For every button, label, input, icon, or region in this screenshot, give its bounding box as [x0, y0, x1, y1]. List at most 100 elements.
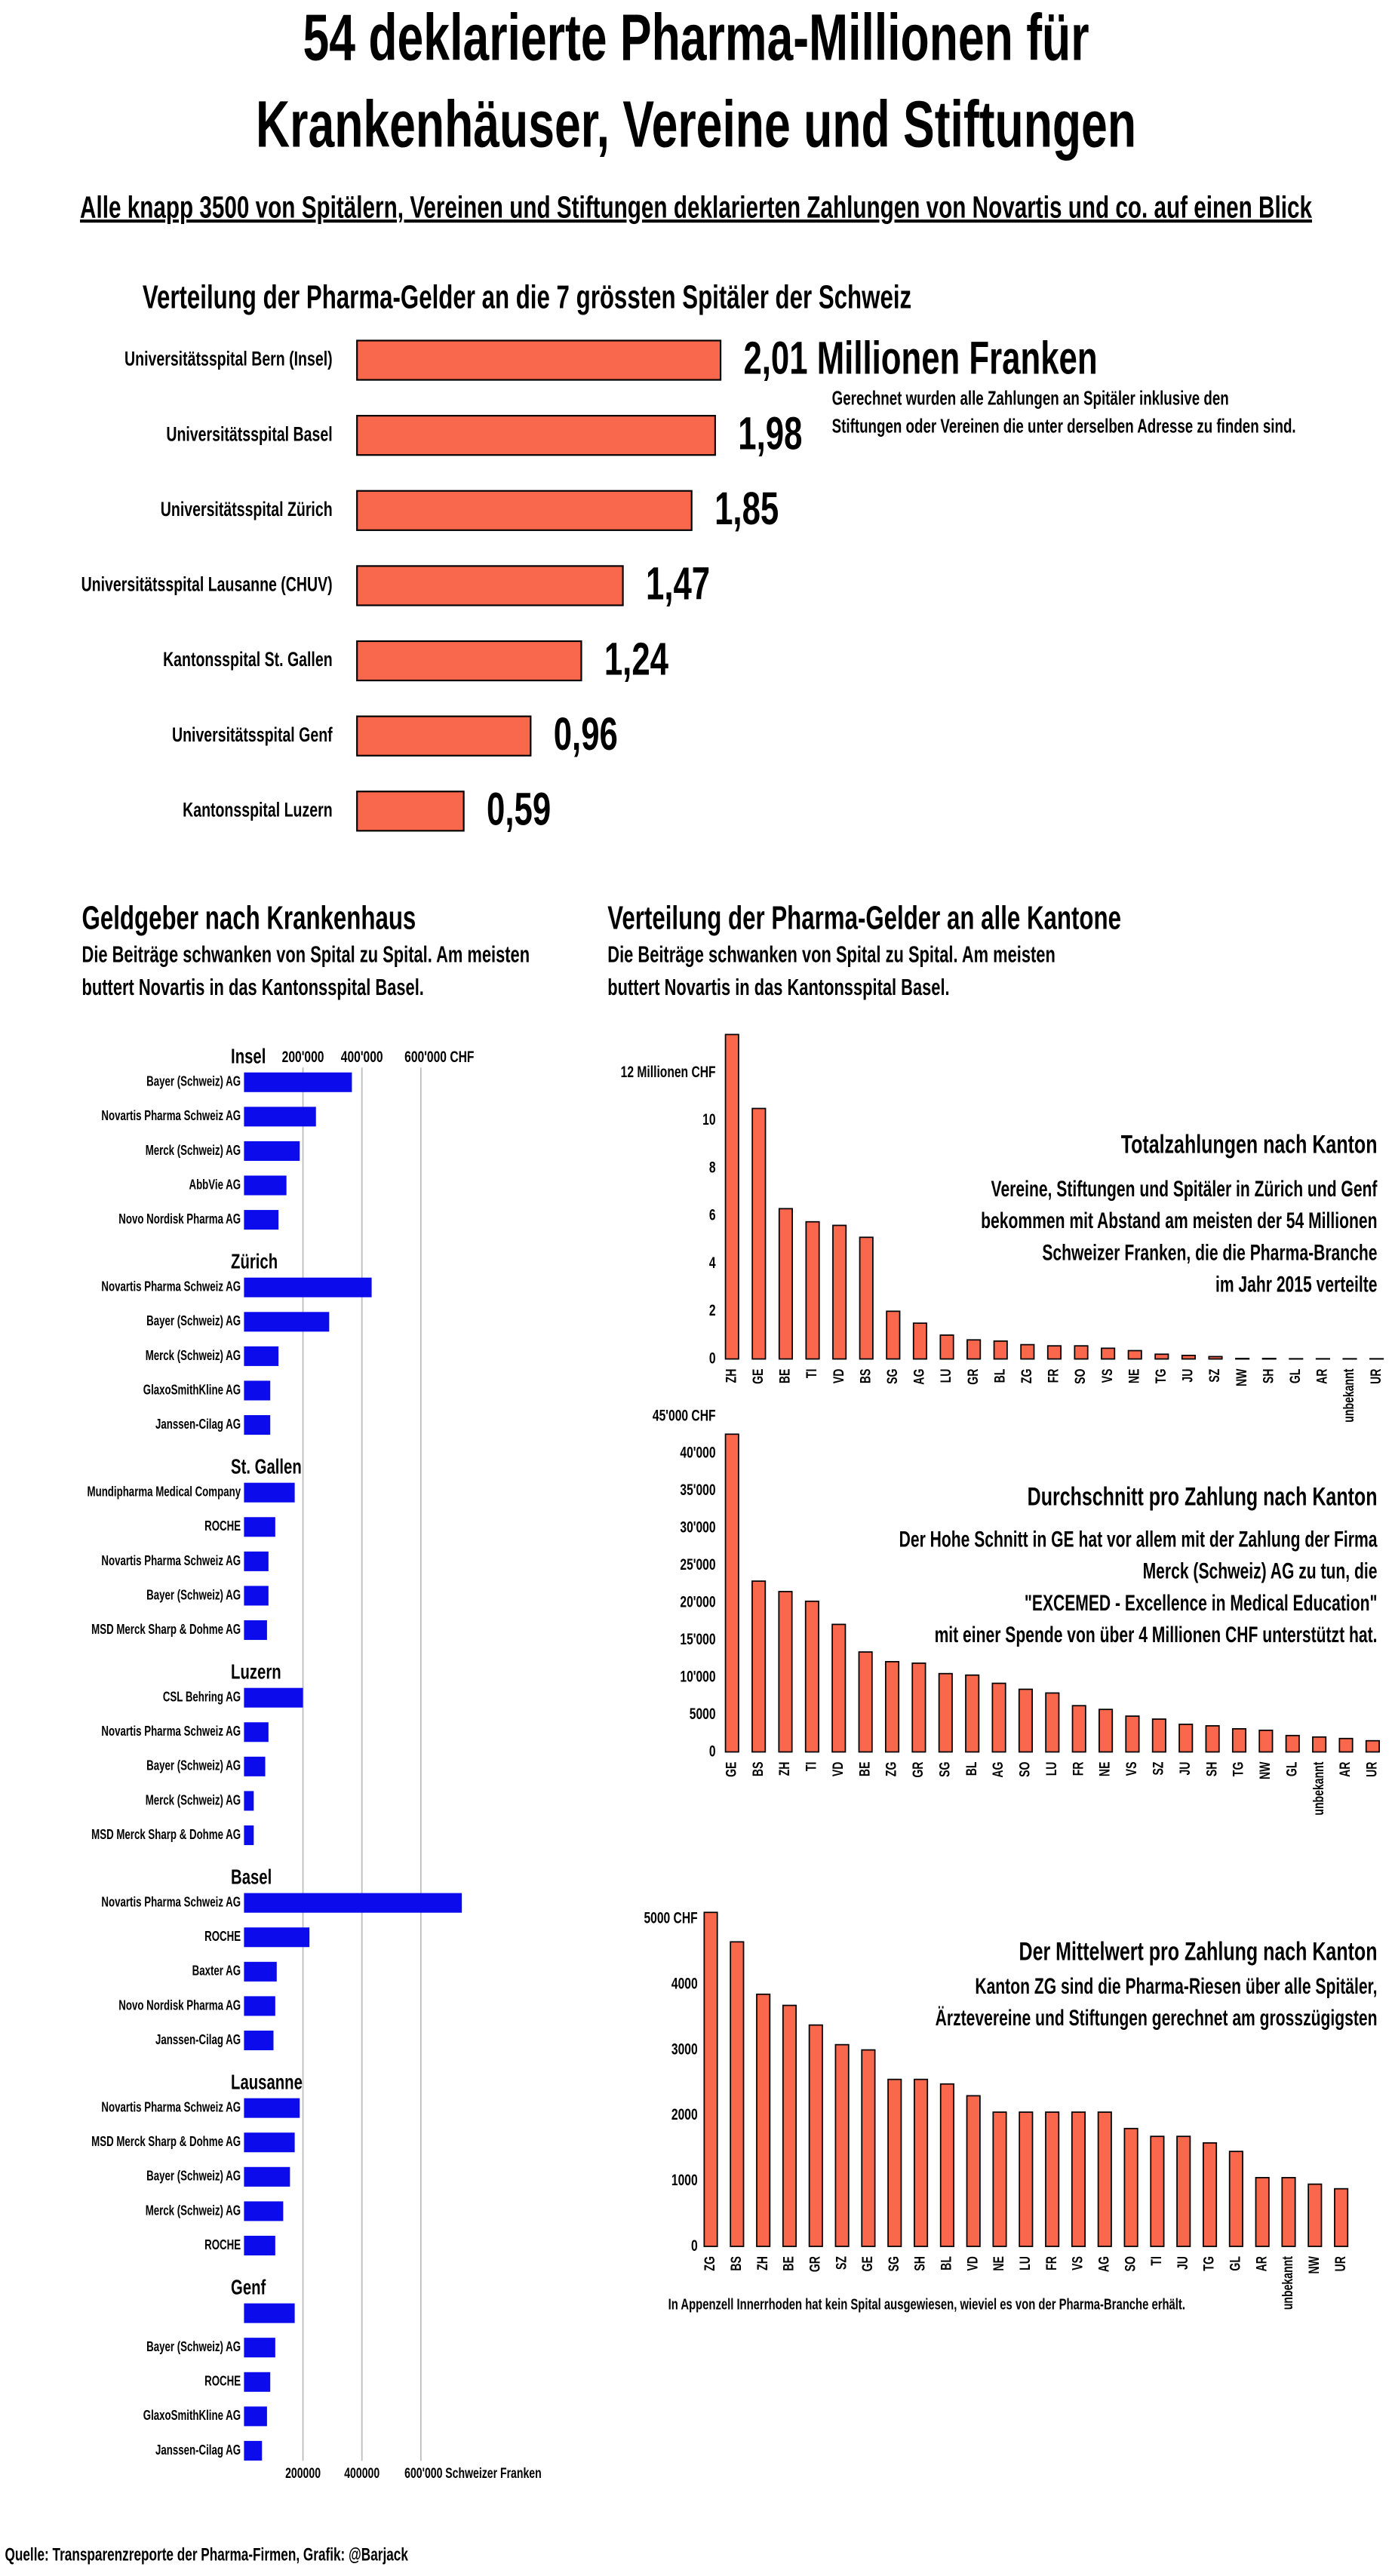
x-tick-label: NW [1234, 1368, 1250, 1386]
x-tick-label: VD [830, 1762, 847, 1777]
bar [966, 1675, 979, 1752]
y-tick-label: 40'000 [680, 1444, 715, 1462]
value-label: 1,24 [604, 634, 669, 685]
bar [244, 1825, 254, 1845]
category-label: Universitätsspital Lausanne (CHUV) [81, 574, 333, 597]
y-tick-label: 2000 [671, 2106, 698, 2124]
category-label: Novartis Pharma Schweiz AG [101, 1894, 241, 1910]
bar [783, 2006, 796, 2247]
bar [832, 1624, 845, 1752]
bar [244, 1483, 294, 1503]
x-tick-label: GR [965, 1369, 982, 1385]
x-tick-label: VS [1123, 1762, 1140, 1776]
bar [357, 491, 692, 530]
y-tick-label: 25'000 [680, 1556, 715, 1574]
y-tick-label: 35'000 [680, 1481, 715, 1500]
y-tick-label: 10'000 [680, 1668, 715, 1686]
annotation: "EXCEMED - Excellence in Medical Educati… [1025, 1592, 1378, 1616]
x-tick-label: FR [1070, 1762, 1086, 1776]
y-tick-label: 3000 [671, 2040, 698, 2059]
bar [1048, 1346, 1061, 1359]
y-tick-label: 30'000 [680, 1518, 715, 1537]
category-label: AbbVie AG [189, 1177, 241, 1193]
bar [1126, 1716, 1138, 1752]
bar [244, 2031, 273, 2050]
bar [1203, 2143, 1216, 2246]
category-label: CSL Behring AG [163, 1689, 241, 1705]
bar [244, 1517, 275, 1537]
x-tick-label: LU [1043, 1762, 1060, 1776]
annotation: Der Hohe Schnitt in GE hat vor allem mit… [899, 1527, 1378, 1552]
value-label: 2,01 Millionen Franken [743, 333, 1097, 385]
bar [1073, 1706, 1086, 1752]
x-tick-label: AR [1314, 1369, 1330, 1384]
bar [244, 1107, 315, 1126]
x-tick-label: 200000 [285, 2465, 321, 2482]
annotation: Gerechnet wurden alle Zahlungen an Spitä… [832, 386, 1229, 409]
bar [860, 1237, 873, 1359]
bar [1255, 2178, 1268, 2246]
bar [244, 1141, 300, 1161]
category-label: GlaxoSmithKline AG [143, 2408, 241, 2424]
bar [1151, 2136, 1163, 2246]
category-label: Novartis Pharma Schweiz AG [101, 1108, 241, 1124]
category-label: Bayer (Schweiz) AG [146, 1313, 241, 1329]
category-label: Universitätsspital Genf [172, 724, 333, 747]
x-tick-label: GL [1283, 1762, 1300, 1777]
category-label: Bayer (Schweiz) AG [146, 2339, 241, 2355]
bar [1259, 1730, 1272, 1752]
annotation: im Jahr 2015 verteilte [1215, 1273, 1377, 1297]
bar [244, 2406, 266, 2426]
bar [757, 1994, 770, 2246]
y-tick-label: 4000 [671, 1975, 698, 1993]
chart-title: Geldgeber nach Krankenhaus [82, 900, 416, 936]
group-label: Insel [231, 1045, 266, 1069]
x-tick-label: NE [1097, 1762, 1114, 1777]
x-tick-label: SG [936, 1762, 953, 1777]
bar [1124, 2129, 1137, 2246]
x-tick-label: VD [831, 1369, 847, 1384]
x-tick-label: 400'000 [341, 1049, 383, 1067]
bar [726, 1034, 739, 1359]
category-label: Novartis Pharma Schweiz AG [101, 1279, 241, 1295]
bar [357, 717, 530, 756]
x-tick-label: GR [910, 1762, 926, 1778]
value-label: 1,85 [714, 484, 779, 535]
annotation: bekommen mit Abstand am meisten der 54 M… [981, 1209, 1377, 1233]
category-label: Novo Nordisk Pharma AG [118, 1997, 241, 2013]
annotation: Ärztevereine und Stiftungen gerechnet am… [936, 2006, 1378, 2031]
bar [779, 1592, 791, 1752]
bar [244, 2304, 294, 2323]
chart-title: Totalzahlungen nach Kanton [1121, 1131, 1378, 1159]
bar [806, 1601, 819, 1752]
bar [862, 2050, 874, 2246]
bar [244, 1893, 462, 1913]
bar [1339, 1739, 1352, 1752]
bar [244, 1346, 278, 1366]
x-tick-label: LU [1017, 2256, 1034, 2271]
bar [886, 1662, 899, 1752]
bar [967, 1340, 980, 1359]
chart-title: Durchschnitt pro Zahlung nach Kanton [1028, 1482, 1378, 1511]
category-label: MSD Merck Sharp & Dohme AG [91, 1827, 241, 1843]
section-subtitle: Die Beiträge schwanken von Spital zu Spi… [607, 941, 1056, 967]
bar [967, 2095, 980, 2246]
bar [244, 1722, 268, 1742]
bar [1019, 1689, 1032, 1752]
bar [244, 1210, 278, 1230]
category-label: ROCHE [204, 1518, 241, 1534]
x-tick-label: SZ [1150, 1762, 1166, 1776]
x-tick-label: GE [723, 1762, 739, 1777]
source: Quelle: Transparenzreporte der Pharma-Fi… [5, 2545, 409, 2565]
x-tick-label: FR [1045, 1369, 1062, 1383]
x-tick-label: BE [856, 1762, 873, 1777]
category-label: Janssen-Cilag AG [155, 2442, 241, 2458]
bar [779, 1208, 792, 1359]
category-label: Merck (Schweiz) AG [146, 1792, 241, 1808]
category-label: GlaxoSmithKline AG [143, 1382, 241, 1398]
category-label: ROCHE [204, 1929, 241, 1945]
category-label: Bayer (Schweiz) AG [146, 1587, 241, 1603]
bar [244, 1586, 268, 1605]
bar [1099, 2112, 1111, 2246]
